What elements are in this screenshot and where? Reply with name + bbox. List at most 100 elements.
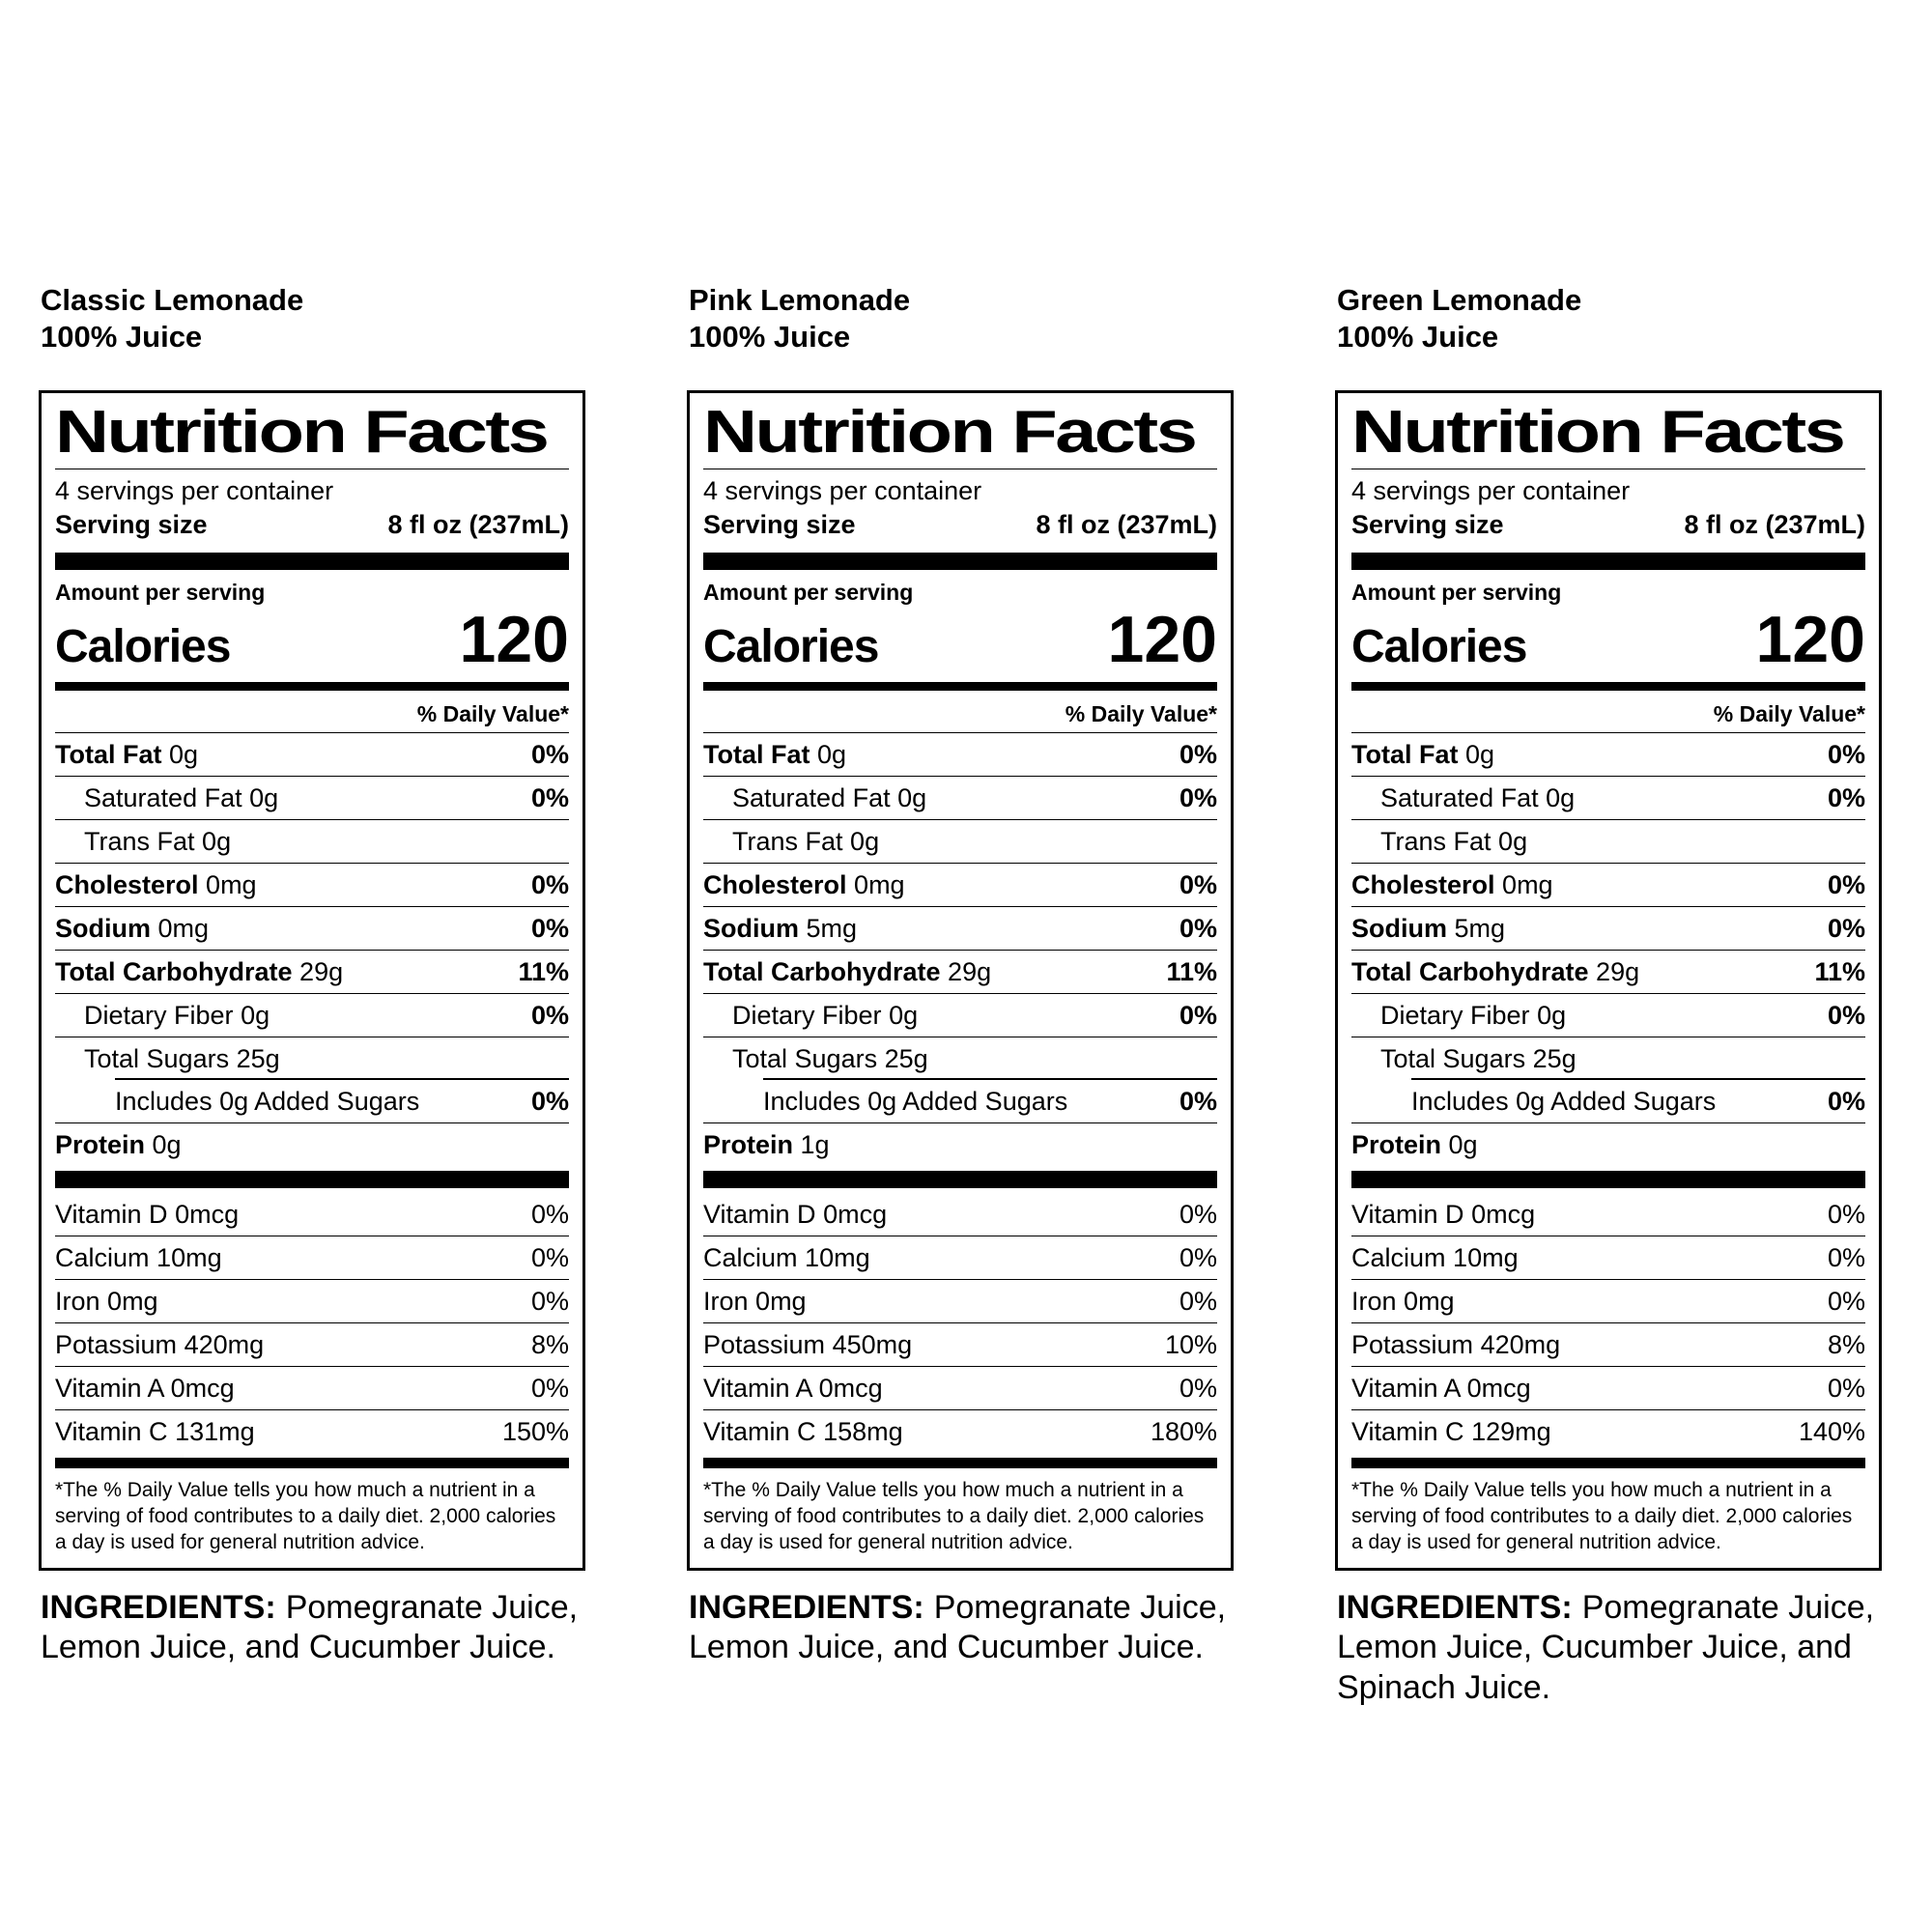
daily-value-percent: 0% xyxy=(530,1086,569,1116)
vitamin-name: Vitamin A 0mcg xyxy=(55,1374,235,1404)
nutrient-name: Total Fat 0g xyxy=(1351,739,1495,769)
nutrient-row: Cholesterol 0mg 0% xyxy=(1351,864,1865,907)
serving-size-label: Serving size xyxy=(1351,509,1504,539)
nutrient-name: Cholesterol 0mg xyxy=(1351,869,1553,899)
nutrient-name: Includes 0g Added Sugars xyxy=(1411,1086,1717,1116)
nutrient-row: Total Carbohydrate 29g 11% xyxy=(1351,951,1865,994)
divider-bar-thick xyxy=(1351,552,1865,570)
nutrient-name: Total Carbohydrate 29g xyxy=(55,956,344,986)
daily-value-percent: 11% xyxy=(1166,956,1217,986)
vitamin-row: Iron 0mg 0% xyxy=(55,1280,569,1324)
nutrient-row: Total Sugars 25g xyxy=(703,1037,1217,1081)
product-heading: Pink Lemonade 100% Juice xyxy=(689,282,1234,355)
divider-bar-thick xyxy=(703,1171,1217,1189)
vitamin-rows: Vitamin D 0mcg 0% Calcium 10mg 0% Iron 0mg 0%… xyxy=(55,1193,569,1453)
nutrition-facts-panel: Nutrition Facts 4 servings per container… xyxy=(1335,389,1882,1571)
vitamin-row: Vitamin D 0mcg 0% xyxy=(1351,1193,1865,1237)
daily-value-percent: 0% xyxy=(1827,913,1865,943)
nutrient-name: Trans Fat 0g xyxy=(1380,826,1528,856)
daily-value-percent: 0% xyxy=(530,913,569,943)
product-name: Pink Lemonade xyxy=(689,283,911,317)
daily-value-percent: 0% xyxy=(1827,1287,1865,1317)
daily-value-percent: 0% xyxy=(1179,739,1217,769)
nutrient-name: Protein 1g xyxy=(703,1130,830,1159)
daily-value-header: % Daily Value* xyxy=(703,696,1217,733)
daily-value-percent: 0% xyxy=(1179,1086,1217,1116)
vitamin-row: Potassium 420mg 8% xyxy=(55,1323,569,1368)
ingredients-label: INGREDIENTS: xyxy=(1337,1588,1573,1626)
nutrient-row: Protein 0g xyxy=(55,1123,569,1166)
vitamin-row: Potassium 420mg 8% xyxy=(1351,1323,1865,1368)
nutrient-rows: Total Fat 0g 0% Saturated Fat 0g 0% Trans Fa… xyxy=(1351,733,1865,1166)
nutrient-name: Dietary Fiber 0g xyxy=(84,1000,270,1030)
nutrient-name: Protein 0g xyxy=(1351,1130,1478,1159)
daily-value-percent: 140% xyxy=(1798,1417,1865,1447)
daily-value-header: % Daily Value* xyxy=(1351,696,1865,733)
nutrient-row: Total Fat 0g 0% xyxy=(1351,733,1865,777)
vitamin-row: Vitamin A 0mcg 0% xyxy=(55,1367,569,1411)
nutrient-row: Total Fat 0g 0% xyxy=(55,733,569,777)
daily-value-percent: 0% xyxy=(530,1287,569,1317)
nutrition-facts-title: Nutrition Facts xyxy=(1351,398,1846,466)
nutrient-name: Total Carbohydrate 29g xyxy=(703,956,992,986)
nutrition-facts-title: Nutrition Facts xyxy=(703,398,1198,466)
vitamin-name: Vitamin C 129mg xyxy=(1351,1417,1551,1447)
label-green-lemonade: Green Lemonade 100% Juice Nutrition Fact… xyxy=(1335,282,1882,1708)
nutrient-row: Sodium 0mg 0% xyxy=(55,907,569,951)
nutrient-row: Sodium 5mg 0% xyxy=(1351,907,1865,951)
nutrient-name: Saturated Fat 0g xyxy=(732,782,927,812)
vitamin-name: Iron 0mg xyxy=(55,1287,158,1317)
calories-value: 120 xyxy=(459,602,569,676)
ingredients-text: Pomegranate Juice, Lemon Juice, Cucumber… xyxy=(1337,1588,1875,1706)
nutrient-name: Sodium 5mg xyxy=(703,913,858,943)
serving-size-row: Serving size 8 fl oz (237mL) xyxy=(703,508,1217,548)
nutrient-row: Includes 0g Added Sugars 0% xyxy=(1351,1080,1865,1123)
nutrient-row: Trans Fat 0g xyxy=(55,820,569,864)
product-subtitle: 100% Juice xyxy=(41,319,203,354)
nutrient-row: Dietary Fiber 0g 0% xyxy=(55,994,569,1037)
amount-per-serving: Amount per serving xyxy=(55,579,266,605)
nutrient-row: Trans Fat 0g xyxy=(1351,820,1865,864)
daily-value-percent: 0% xyxy=(1827,782,1865,812)
nutrient-rows: Total Fat 0g 0% Saturated Fat 0g 0% Trans Fa… xyxy=(703,733,1217,1166)
nutrient-name: Total Carbohydrate 29g xyxy=(1351,956,1640,986)
servings-per-container: 4 servings per container xyxy=(1351,475,1631,505)
daily-value-percent: 0% xyxy=(530,869,569,899)
vitamin-name: Vitamin D 0mcg xyxy=(703,1200,888,1230)
calories-row: Calories 120 xyxy=(55,602,569,677)
daily-value-percent: 0% xyxy=(1827,1086,1865,1116)
nutrient-name: Total Sugars 25g xyxy=(732,1043,928,1073)
product-heading: Classic Lemonade 100% Juice xyxy=(41,282,585,355)
nutrient-name: Saturated Fat 0g xyxy=(1380,782,1576,812)
nutrient-name: Dietary Fiber 0g xyxy=(1380,1000,1567,1030)
nutrient-row: Total Sugars 25g xyxy=(1351,1037,1865,1081)
vitamin-name: Potassium 420mg xyxy=(55,1330,265,1360)
daily-value-percent: 0% xyxy=(530,1200,569,1230)
daily-value-percent: 0% xyxy=(1827,1200,1865,1230)
nutrient-row: Trans Fat 0g xyxy=(703,820,1217,864)
nutrient-row: Cholesterol 0mg 0% xyxy=(55,864,569,907)
daily-value-percent: 0% xyxy=(1179,913,1217,943)
footnote: *The % Daily Value tells you how much a … xyxy=(703,1479,1205,1554)
daily-value-percent: 0% xyxy=(1179,869,1217,899)
vitamin-row: Vitamin C 158mg 180% xyxy=(703,1410,1217,1453)
daily-value-percent: 0% xyxy=(1827,1243,1865,1273)
daily-value-percent: 10% xyxy=(1164,1330,1217,1360)
daily-value-percent: 0% xyxy=(1827,1374,1865,1404)
divider-bar-small xyxy=(703,1458,1217,1469)
daily-value-percent: 0% xyxy=(1179,1000,1217,1030)
nutrient-row: Dietary Fiber 0g 0% xyxy=(1351,994,1865,1037)
nutrient-row: Saturated Fat 0g 0% xyxy=(703,777,1217,820)
ingredients-text: Pomegranate Juice, Lemon Juice, and Cucu… xyxy=(689,1588,1227,1666)
calories-row: Calories 120 xyxy=(1351,602,1865,677)
vitamin-name: Iron 0mg xyxy=(1351,1287,1455,1317)
daily-value-percent: 0% xyxy=(1179,782,1217,812)
vitamin-rows: Vitamin D 0mcg 0% Calcium 10mg 0% Iron 0mg 0%… xyxy=(703,1193,1217,1453)
daily-value-percent: 150% xyxy=(501,1417,569,1447)
daily-value-percent: 0% xyxy=(1179,1374,1217,1404)
daily-value-percent: 0% xyxy=(530,782,569,812)
serving-size-row: Serving size 8 fl oz (237mL) xyxy=(55,508,569,548)
footnote: *The % Daily Value tells you how much a … xyxy=(55,1479,556,1554)
serving-size-label: Serving size xyxy=(55,509,208,539)
daily-value-percent: 11% xyxy=(1814,956,1865,986)
